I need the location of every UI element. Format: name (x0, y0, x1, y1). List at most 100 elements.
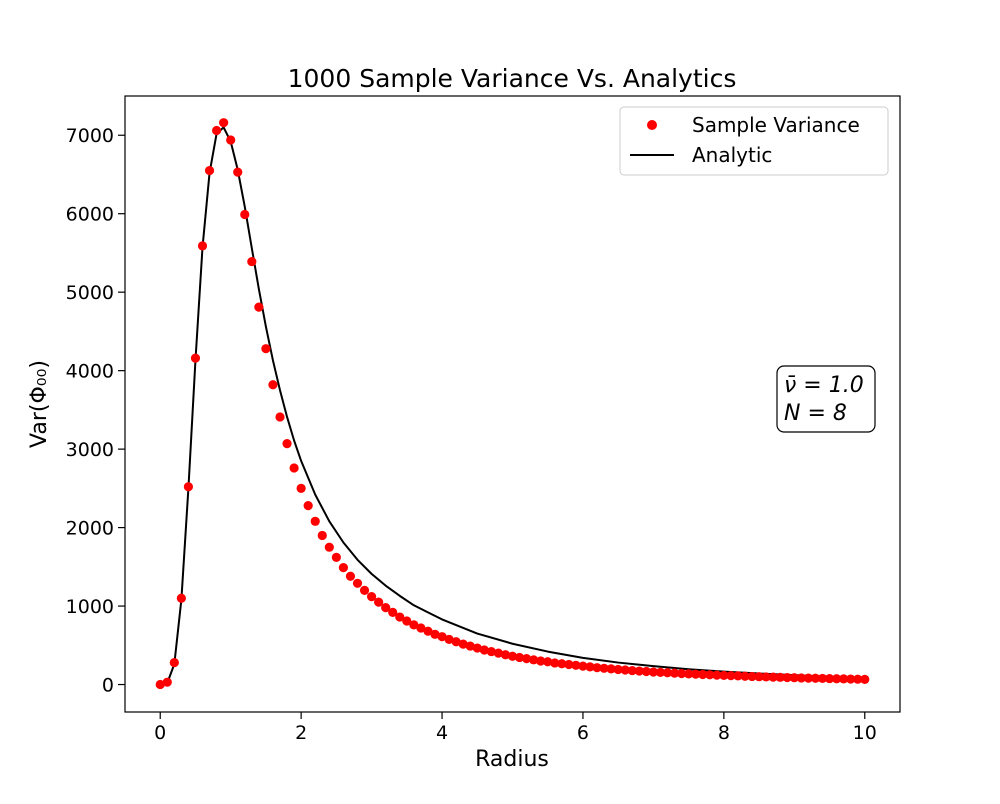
sample-point (719, 670, 729, 681)
series-layer (155, 118, 870, 690)
sample-point (831, 674, 842, 684)
sample-point (761, 672, 771, 682)
sample-point (789, 673, 799, 683)
y-tick-label: 1000 (66, 596, 114, 618)
sample-point (578, 661, 588, 671)
legend-label-analytic: Analytic (692, 143, 772, 167)
sample-point (860, 674, 870, 684)
sample-point (451, 637, 461, 647)
sample-point (733, 671, 743, 681)
sample-point (754, 672, 764, 682)
sample-point (740, 671, 750, 681)
sample-point (352, 578, 363, 588)
sample-point (747, 671, 757, 682)
sample-point (592, 663, 602, 673)
sample-point (395, 612, 405, 622)
sample-point (324, 542, 334, 552)
sample-point (557, 659, 567, 669)
sample-point (810, 673, 821, 683)
sample-point (247, 256, 257, 267)
sample-point (803, 673, 814, 683)
sample-point (507, 651, 518, 661)
plot-area (124, 95, 901, 713)
sample-point (176, 593, 186, 603)
sample-point (817, 673, 828, 684)
sample-point (564, 659, 574, 670)
sample-point (691, 669, 701, 679)
sample-point (676, 668, 687, 679)
sample-point (529, 655, 539, 665)
sample-point (190, 353, 201, 363)
sample-point (514, 652, 525, 663)
y-tick-label: 0 (102, 675, 114, 697)
sample-point (846, 674, 856, 684)
sample-point (458, 639, 468, 649)
sample-point (634, 666, 644, 676)
sample-point (402, 616, 412, 626)
sample-point (345, 571, 356, 581)
x-tick-label: 0 (154, 722, 166, 744)
sample-point (571, 660, 581, 670)
sample-point (317, 530, 327, 541)
sample-point (839, 674, 849, 684)
y-axis-ticks: 0 1000 2000 3000 4000 5000 6000 7000 (66, 125, 125, 697)
x-axis-label: Radius (475, 747, 549, 772)
sample-point (465, 641, 475, 651)
sample-point (500, 650, 511, 660)
plot-frame (124, 95, 901, 713)
sample-point (444, 634, 454, 645)
sample-point (233, 167, 243, 177)
sample-point (775, 672, 785, 682)
sample-point (853, 674, 863, 684)
sample-point (768, 672, 778, 682)
sample-point (486, 646, 496, 657)
sample-point (204, 165, 215, 176)
x-tick-label: 6 (577, 722, 589, 744)
sample-point (655, 667, 666, 677)
sample-point (331, 552, 341, 563)
sample-point (423, 626, 433, 636)
sample-point (282, 439, 292, 449)
sample-point (684, 669, 694, 679)
sample-point (226, 135, 236, 145)
sample-point (669, 668, 680, 678)
sample-point (705, 670, 715, 680)
sample-point (550, 658, 560, 668)
sample-point (289, 463, 299, 473)
annotation-box (776, 365, 876, 433)
sample-point (381, 603, 391, 613)
sample-point (648, 667, 659, 677)
sample-point (627, 665, 637, 676)
x-axis-ticks: 0 2 4 6 8 10 (154, 712, 877, 744)
sample-point (606, 664, 616, 674)
y-tick-label: 5000 (66, 282, 114, 304)
sample-point (479, 645, 489, 655)
legend-marker-sample (647, 120, 657, 130)
sample-point (620, 665, 630, 675)
sample-point (536, 656, 546, 666)
sample-point (437, 632, 447, 642)
sample-point (388, 607, 398, 617)
legend: Sample Variance Analytic (619, 106, 889, 176)
sample-point (155, 679, 165, 690)
legend-label-sample: Sample Variance (692, 113, 860, 137)
sample-point (472, 643, 482, 653)
sample-point (219, 118, 229, 128)
sample-point (268, 380, 278, 390)
y-axis-label: Var(Φ₀₀) (27, 360, 52, 448)
sample-point (374, 597, 384, 607)
sample-point (183, 482, 194, 492)
sample-point (211, 125, 222, 136)
x-tick-label: 8 (718, 722, 730, 744)
sample-point (641, 666, 651, 677)
x-tick-label: 2 (295, 722, 307, 744)
sample-point (824, 673, 835, 684)
sample-point (366, 592, 377, 602)
sample-point (585, 662, 595, 672)
sample-point (698, 669, 708, 680)
sample-point (613, 664, 623, 675)
sample-point (169, 657, 179, 668)
sample-point (254, 302, 264, 312)
